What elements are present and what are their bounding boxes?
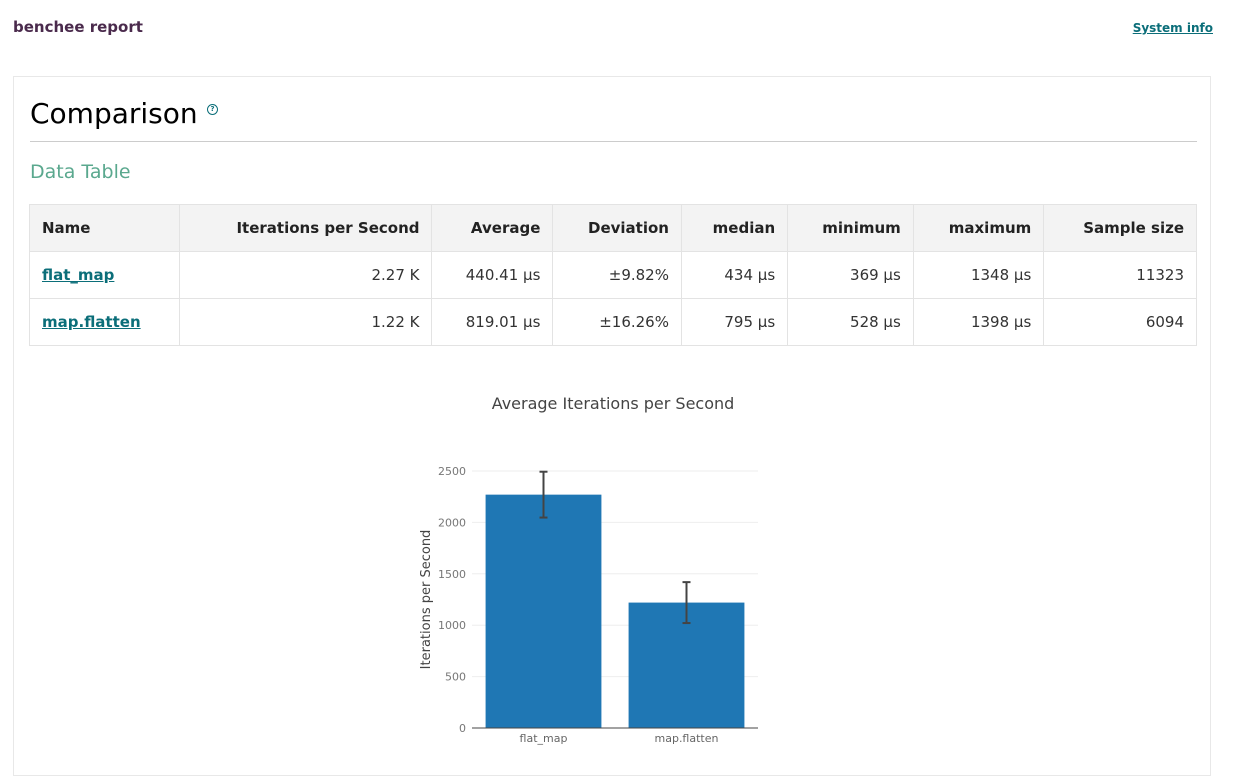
cell: ±16.26% (552, 298, 682, 346)
col-header: Average (431, 204, 554, 252)
benchmark-link[interactable]: map.flatten (42, 313, 141, 331)
table-row: map.flatten 1.22 K 819.01 μs ±16.26% 795… (28, 298, 1197, 346)
cell: 11323 (1043, 251, 1197, 299)
cell: 1348 μs (912, 251, 1045, 299)
brand-title: benchee report (13, 18, 143, 36)
cell: 528 μs (787, 298, 914, 346)
cell: 819.01 μs (431, 298, 554, 346)
table-row: flat_map 2.27 K 440.41 μs ±9.82% 434 μs … (28, 251, 1197, 299)
cell: 1.22 K (179, 298, 433, 346)
col-header: Sample size (1043, 204, 1197, 252)
col-header: minimum (787, 204, 914, 252)
cell-name: map.flatten (28, 298, 181, 346)
table-header-row: Name Iterations per Second Average Devia… (28, 204, 1197, 252)
cell: 795 μs (680, 298, 789, 346)
comparison-card: Comparison ? Data Table Name Iterations … (13, 76, 1211, 776)
section-subtitle: Data Table (30, 161, 131, 183)
divider (30, 141, 1197, 142)
system-info-link[interactable]: System info (1132, 21, 1213, 35)
page-title: Comparison (30, 97, 198, 130)
cell: 369 μs (787, 251, 914, 299)
question-circle-icon[interactable]: ? (207, 104, 218, 115)
col-header: Name (28, 204, 181, 252)
data-table: Name Iterations per Second Average Devia… (28, 204, 1197, 346)
cell: 2.27 K (179, 251, 433, 299)
col-header: median (680, 204, 789, 252)
cell: 1398 μs (912, 298, 1045, 346)
col-header: Deviation (552, 204, 682, 252)
cell: 440.41 μs (431, 251, 554, 299)
col-header: Iterations per Second (179, 204, 433, 252)
cell: ±9.82% (552, 251, 682, 299)
cell-name: flat_map (28, 251, 181, 299)
benchmark-link[interactable]: flat_map (42, 266, 115, 284)
cell: 434 μs (680, 251, 789, 299)
col-header: maximum (912, 204, 1045, 252)
cell: 6094 (1043, 298, 1197, 346)
